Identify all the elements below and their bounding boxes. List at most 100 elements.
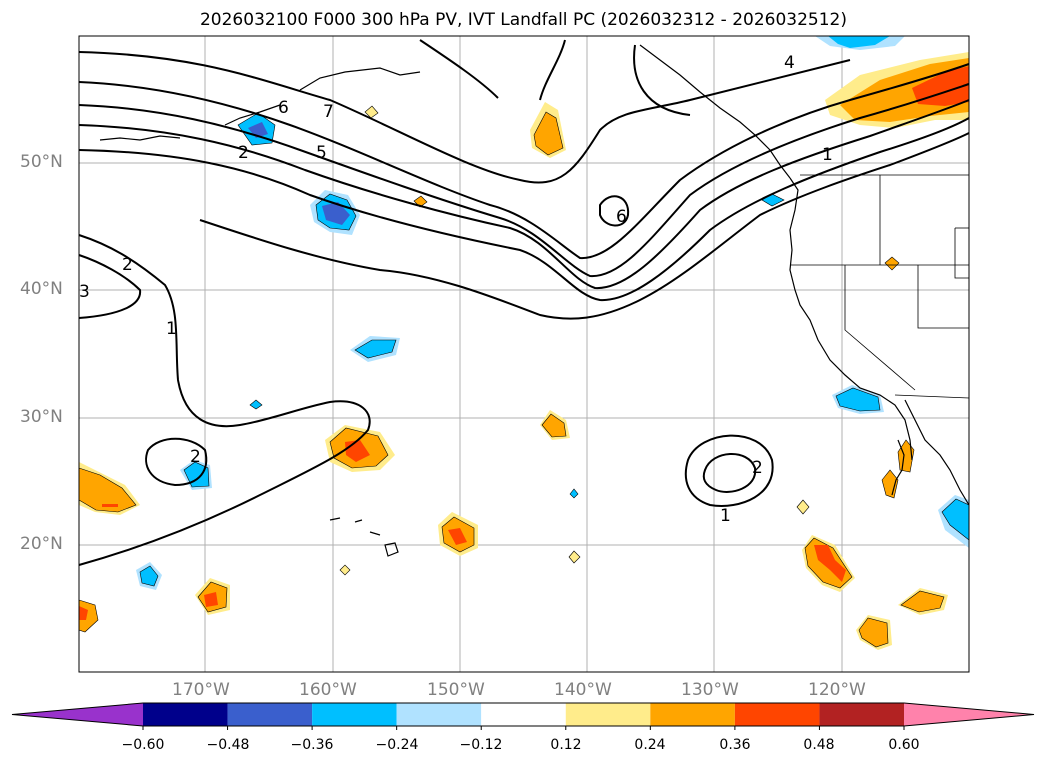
shade-socal-blue [835,387,881,412]
shade-small-3 [884,256,900,271]
contour-upper [78,51,851,184]
shade-160w-dark [322,202,350,225]
colorbar-tick: −0.36 [290,737,334,753]
contour-south [78,234,371,566]
lat-label-30n: 30°N [20,407,63,427]
contour-label: 3 [79,282,90,302]
contour-2 [78,63,970,260]
contour-label: 4 [784,53,795,73]
contour-label: 7 [323,102,334,122]
shade-142w-orange [541,413,567,438]
lat-label-20n: 20°N [20,534,63,554]
colorbar-tick: −0.48 [206,737,250,753]
colorbar-tick: −0.24 [375,737,419,753]
alaska-panhandle [639,44,791,179]
contour-upper-3 [419,39,499,99]
lon-label-150w: 150°W [427,680,485,700]
colorbar-segment [650,703,735,726]
contour-1-ring [684,434,774,507]
colorbar-segments [11,702,1035,730]
borders [790,174,970,399]
colorbar-segment [481,703,566,726]
coastlines [99,44,970,557]
state-border-4 [844,265,916,391]
shade-170w-red [204,592,218,607]
contour-2-ring [702,453,757,493]
colorbar-tick: −0.60 [121,737,165,753]
lon-label-140w: 140°W [554,680,612,700]
state-border-6 [954,228,969,279]
colorbar-tick: 0.36 [719,737,751,753]
hawaii-2 [354,519,363,523]
alaska-coast [299,67,421,91]
contour-label-group: 4 6 7 2 5 1 2 3 1 6 2 2 1 [79,53,833,526]
lat-label-40n: 40°N [20,279,63,299]
shade-baja-orange [881,469,899,499]
shade-top-blue [828,36,890,48]
baja [891,439,905,496]
colorbar-segment [565,703,651,726]
colorbar-extend-min [12,703,143,726]
shade-ne-red [912,66,969,106]
shade-west-red [102,504,118,507]
contour-label: 1 [822,145,833,165]
contour-6 [199,132,970,320]
shade-small-5 [249,399,263,410]
west-coast [789,177,913,461]
mexico-coast [904,399,970,506]
shade-small-1 [364,105,379,119]
contour-label: 2 [190,447,201,467]
map-title: 2026032100 F000 300 hPa PV, IVT Landfall… [199,10,847,30]
colorbar-segment [734,703,820,726]
shade-small-7 [568,550,581,564]
shade-small-6 [569,488,579,499]
us-mexico-border [894,394,970,399]
contour-label: 6 [616,207,627,227]
shade-150w-red [448,528,467,545]
contour-small-west [78,254,142,319]
hawaii-3 [369,531,381,536]
lon-label-120w: 120°W [808,680,866,700]
map-figure: 4 6 7 2 5 1 2 3 1 6 2 2 1 [78,35,970,673]
colorbar-segment [227,703,313,726]
shade-118w-orange [858,617,889,648]
hawaii-1 [329,517,341,521]
contour-3 [78,83,970,278]
shade-small-8 [339,564,351,576]
colorbar-tick: 0.24 [634,737,666,753]
lon-label-160w: 160°W [299,680,357,700]
map-frame [78,35,970,673]
shade-small-9 [796,499,810,515]
colorbar-tick: 0.12 [550,737,582,753]
colorbar-tick: 0.60 [888,737,920,753]
colorbar-extend-max [904,703,1034,726]
shade-baja2-orange [897,439,915,473]
shade-155w-blue [354,339,397,359]
contour-label: 2 [238,143,249,163]
contour-label: 2 [122,255,133,275]
contour-upper-2 [539,39,566,101]
contour-6-small [599,195,630,227]
contour-label: 1 [166,319,177,339]
contour-2-west [145,437,208,487]
shade-122w-red [814,545,846,582]
contour-label: 5 [316,143,327,163]
colorbar-outline [11,702,1035,727]
contour-label: 6 [278,98,289,118]
shade-173w-blue [139,565,159,587]
hawaii-4 [384,542,399,557]
shade-west2-red [79,606,88,620]
aleutians-2 [224,104,281,126]
shade-169w-blue [183,461,210,488]
shade-west-orange [78,467,137,513]
contour-4 [78,99,970,290]
contour-label: 1 [720,506,731,526]
shade-143w-orange [533,111,564,156]
colorbar-segment [312,703,397,726]
colorbar-segment [819,703,904,726]
shade-112w-orange [900,590,945,613]
colorbar-tick: −0.12 [459,737,503,753]
lon-label-130w: 130°W [681,680,739,700]
aleutians [99,135,181,141]
contour-5 [78,117,970,302]
